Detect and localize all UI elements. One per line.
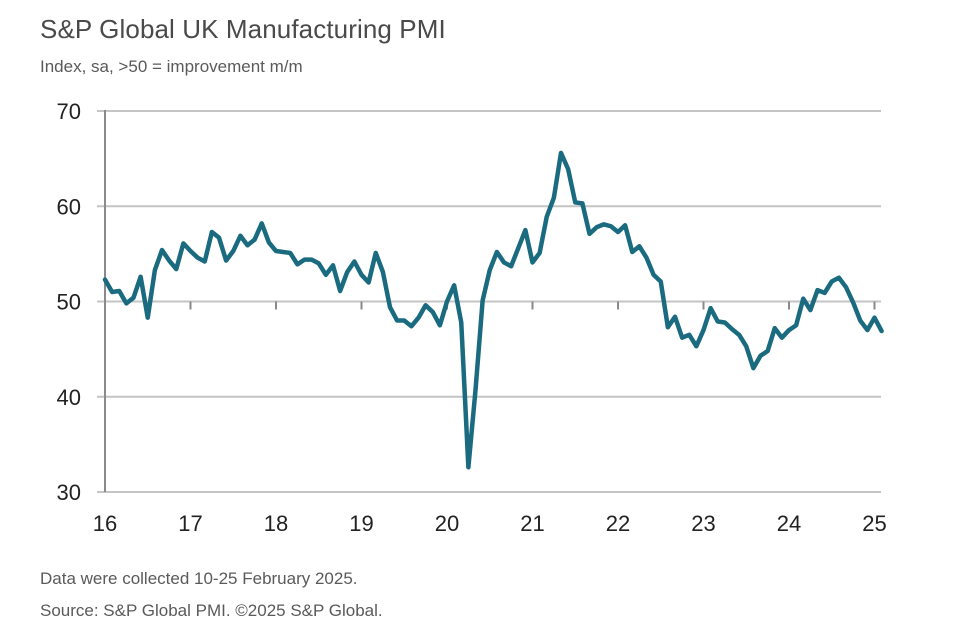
x-tick-label: 24 bbox=[777, 511, 801, 536]
y-tick-label: 40 bbox=[57, 385, 81, 410]
series-layer bbox=[102, 150, 884, 470]
x-tick-label: 21 bbox=[520, 511, 544, 536]
source-note: Source: S&P Global PMI. ©2025 S&P Global… bbox=[40, 601, 383, 620]
x-tick-label: 20 bbox=[435, 511, 459, 536]
series-line-0 bbox=[102, 150, 884, 470]
gridlines bbox=[97, 110, 881, 493]
x-tick-label: 19 bbox=[349, 511, 373, 536]
x-tick-label: 22 bbox=[606, 511, 630, 536]
y-tick-label: 60 bbox=[57, 194, 81, 219]
x-tick-label: 23 bbox=[691, 511, 715, 536]
y-tick-label: 50 bbox=[57, 290, 81, 315]
chart-title: S&P Global UK Manufacturing PMI bbox=[40, 14, 446, 44]
y-tick-label: 30 bbox=[57, 480, 81, 505]
y-tick-label: 70 bbox=[57, 99, 81, 124]
y-axis-tick-labels: 30 40 50 60 70 bbox=[57, 99, 81, 505]
x-tick-label: 18 bbox=[264, 511, 288, 536]
data-collection-note: Data were collected 10-25 February 2025. bbox=[40, 569, 358, 588]
x-tick-label: 25 bbox=[862, 511, 886, 536]
x-tick-label: 16 bbox=[93, 511, 117, 536]
x-axis-tick-labels: 16 17 18 19 20 21 22 23 24 25 bbox=[93, 511, 887, 536]
chart-subtitle: Index, sa, >50 = improvement m/m bbox=[40, 57, 303, 76]
x-tick-label: 17 bbox=[178, 511, 202, 536]
